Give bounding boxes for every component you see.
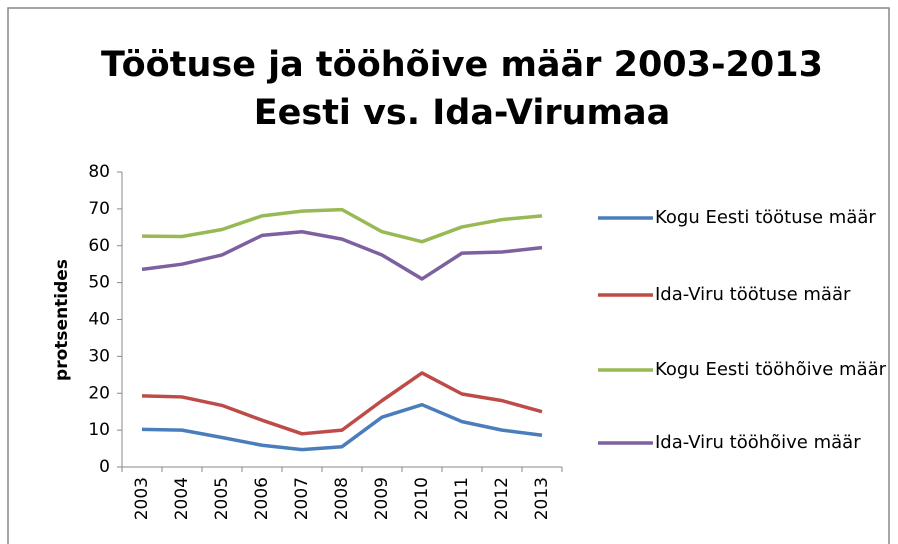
y-tick-label: 40 (88, 310, 110, 330)
x-tick-label: 2003 (132, 477, 152, 520)
y-tick-label: 80 (88, 162, 110, 182)
y-tick-label: 60 (88, 236, 110, 256)
chart-frame (7, 7, 890, 544)
x-tick-label: 2007 (292, 477, 312, 520)
y-tick-label: 50 (88, 273, 110, 293)
y-tick-label: 0 (99, 457, 110, 477)
chart-title: Töötuse ja tööhõive määr 2003-2013 (101, 45, 823, 85)
legend-label: Kogu Eesti tööhõive määr (655, 359, 887, 380)
series-line (141, 207, 543, 244)
legend-label: Ida-Viru töötuse määr (655, 284, 851, 305)
y-tick-label: 70 (88, 199, 110, 219)
x-tick-label: 2008 (332, 477, 352, 520)
x-tick-label: 2009 (372, 477, 392, 520)
legend-label: Ida-Viru tööhõive määr (655, 432, 861, 453)
series-line (141, 229, 543, 281)
series-line (141, 402, 543, 452)
x-tick-label: 2011 (452, 477, 472, 520)
y-axis-label: protsentides (52, 259, 72, 381)
x-tick-label: 2006 (252, 477, 272, 520)
y-tick-label: 30 (88, 346, 110, 366)
x-tick-label: 2013 (532, 477, 552, 520)
x-tick-label: 2005 (212, 477, 232, 520)
y-tick-label: 20 (88, 383, 110, 403)
legend-label: Kogu Eesti töötuse määr (655, 207, 876, 228)
y-tick-label: 10 (88, 420, 110, 440)
x-tick-label: 2010 (412, 477, 432, 520)
series-line (141, 371, 543, 436)
chart-subtitle: Eesti vs. Ida-Virumaa (254, 93, 671, 133)
x-tick-label: 2004 (172, 477, 192, 520)
x-tick-label: 2012 (492, 477, 512, 520)
